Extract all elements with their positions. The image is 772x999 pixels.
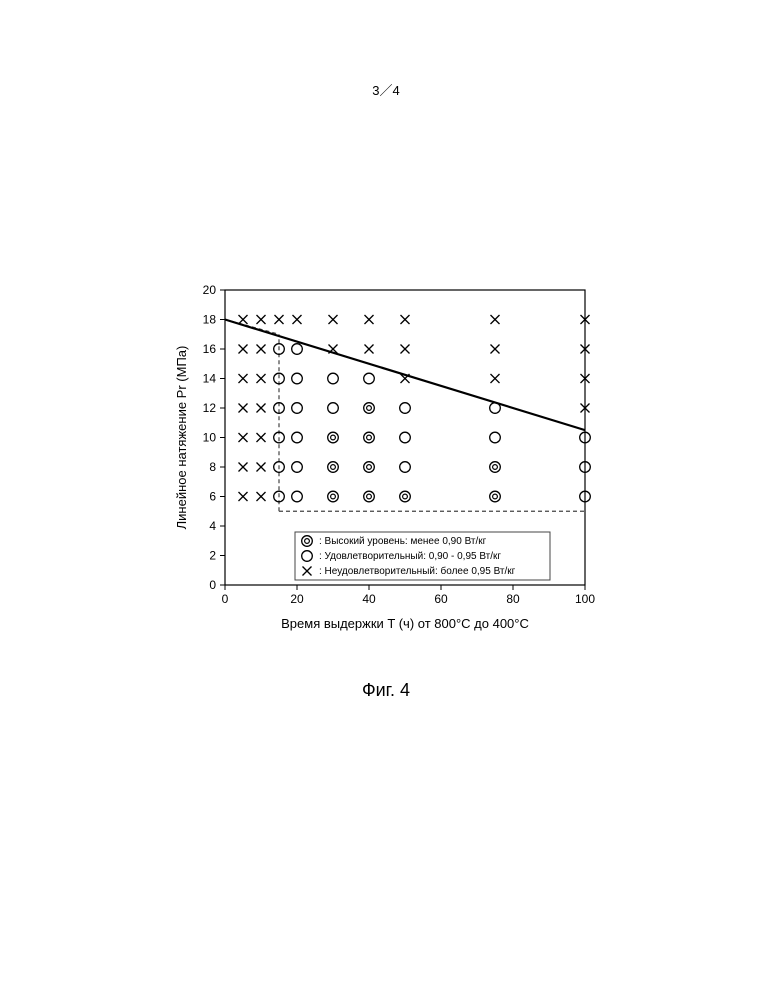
svg-text:60: 60	[434, 592, 448, 606]
svg-text:12: 12	[203, 401, 217, 415]
figure-caption: Фиг. 4	[0, 680, 772, 701]
svg-text:: Высокий уровень: менее 0,90: : Высокий уровень: менее 0,90 Вт/кг	[319, 536, 487, 547]
svg-text:40: 40	[362, 592, 376, 606]
svg-text:14: 14	[203, 372, 217, 386]
chart-svg: 0 20 40 60 80 100 0 2 4 6 8 10 12 14 16 18 20 Время выдер…	[170, 280, 600, 640]
svg-text:Время выдержки T (ч) от 800°С: Время выдержки T (ч) от 800°С до 400°С	[281, 616, 529, 631]
svg-text:100: 100	[575, 592, 595, 606]
svg-text:0: 0	[222, 592, 229, 606]
chart-container: 0 20 40 60 80 100 0 2 4 6 8 10 12 14 16 18 20 Время выдер…	[170, 280, 600, 640]
svg-text:6: 6	[209, 490, 216, 504]
svg-text:2: 2	[209, 549, 216, 563]
svg-text:20: 20	[290, 592, 304, 606]
page-number: 3／4	[0, 80, 772, 99]
svg-text:: Неудовлетворительный: более: : Неудовлетворительный: более 0,95 Вт/кг	[319, 565, 516, 577]
svg-text:4: 4	[209, 519, 216, 533]
svg-text:Линейное натяжение Pr (МПа): Линейное натяжение Pr (МПа)	[174, 346, 189, 530]
svg-text:80: 80	[506, 592, 520, 606]
svg-text:10: 10	[203, 431, 217, 445]
svg-text:: Удовлетворительный: 0,90 - 0: : Удовлетворительный: 0,90 - 0,95 Вт/кг	[319, 551, 501, 562]
svg-text:0: 0	[209, 578, 216, 592]
svg-text:8: 8	[209, 460, 216, 474]
svg-text:16: 16	[203, 342, 217, 356]
svg-text:20: 20	[203, 283, 217, 297]
svg-text:18: 18	[203, 313, 217, 327]
